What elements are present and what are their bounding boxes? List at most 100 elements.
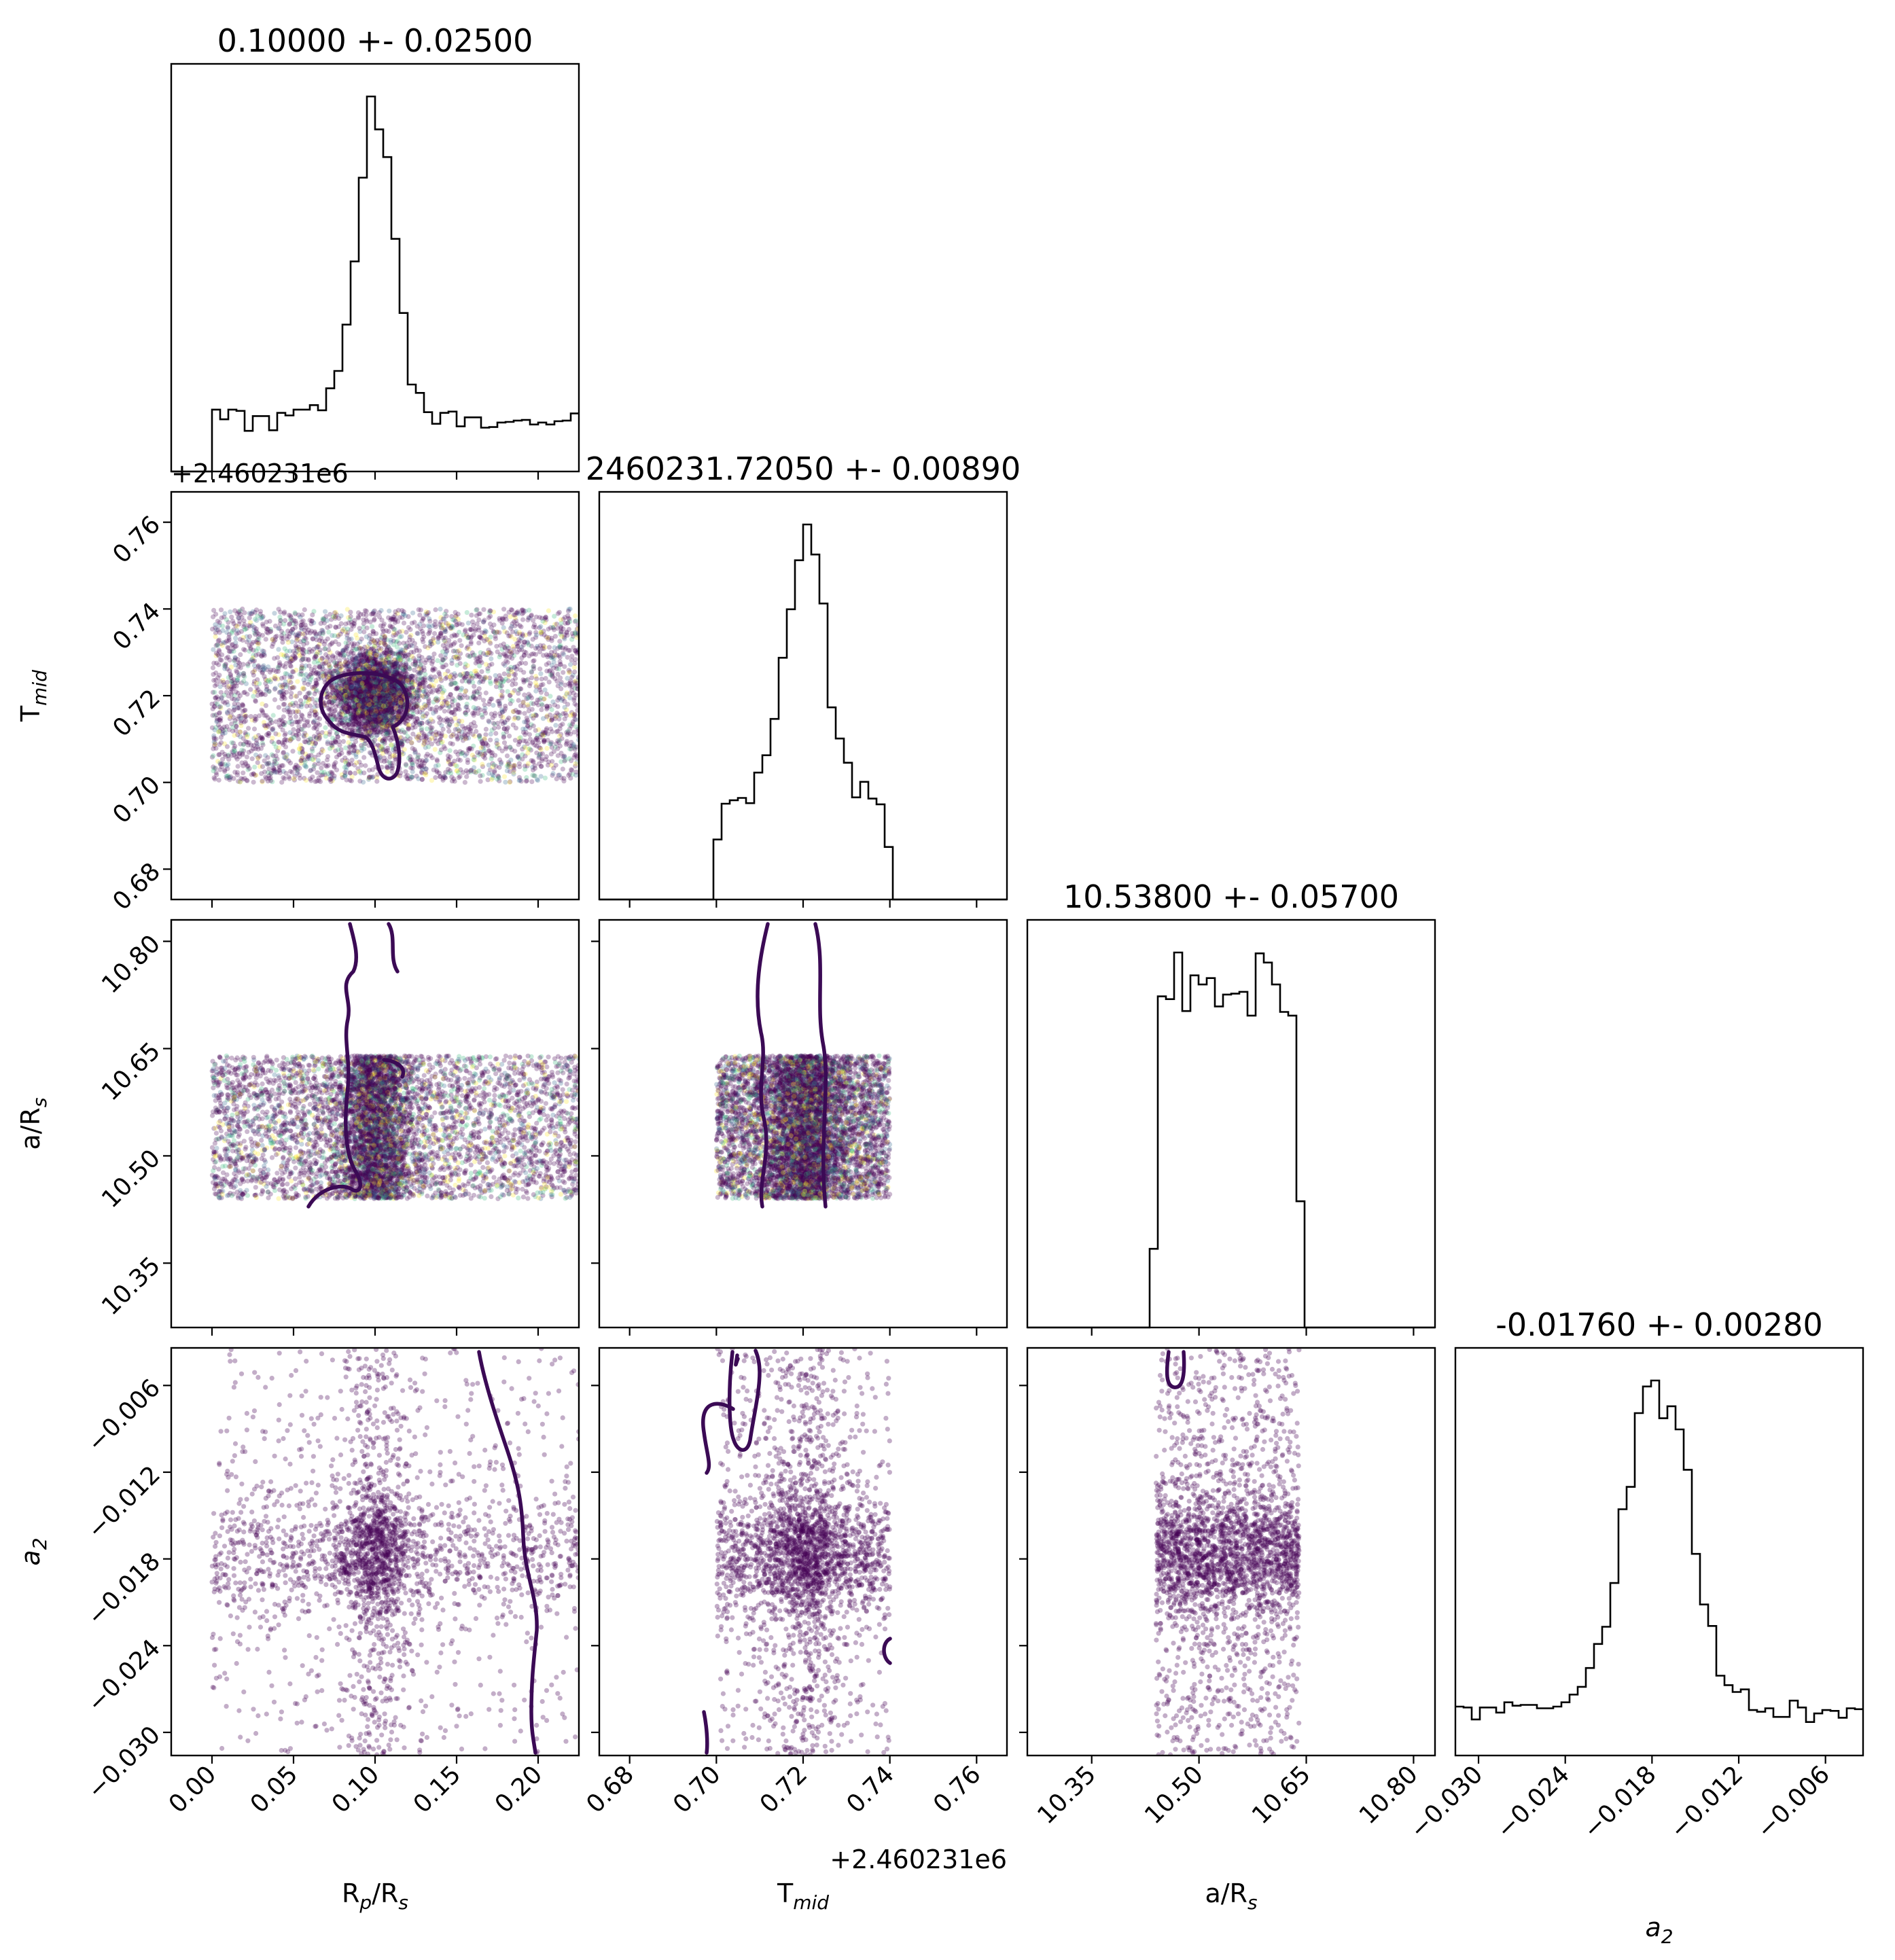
scatter-point (349, 778, 354, 784)
scatter-point (217, 742, 222, 747)
scatter-point (212, 704, 217, 710)
scatter-point (467, 729, 472, 735)
scatter-point (211, 753, 216, 758)
scatter-point (491, 721, 497, 726)
scatter-point (477, 635, 482, 640)
scatter-point (459, 719, 465, 724)
scatter-point (358, 692, 364, 698)
scatter-point (372, 612, 378, 618)
scatter-point (357, 694, 364, 699)
scatter-point (465, 770, 471, 775)
scatter-point (372, 685, 377, 690)
scatter-point (463, 710, 468, 715)
scatter-point (439, 723, 444, 728)
scatter-point (371, 678, 376, 683)
scatter-point (342, 686, 347, 692)
scatter-point (264, 667, 270, 673)
scatter-point (520, 752, 525, 758)
scatter-point (333, 655, 338, 660)
scatter-point (402, 654, 408, 659)
scatter-point (375, 675, 380, 681)
scatter-point (368, 707, 374, 713)
scatter-point (430, 731, 436, 737)
scatter-point (459, 643, 464, 648)
scatter-point (300, 701, 306, 707)
scatter-point (414, 759, 420, 764)
scatter-point (376, 743, 382, 749)
scatter-point (378, 681, 384, 686)
scatter-point (390, 747, 396, 752)
scatter-point (367, 692, 372, 697)
scatter-point (512, 665, 517, 671)
scatter-point (492, 770, 497, 775)
scatter-point (525, 724, 531, 729)
scatter-point (472, 769, 477, 774)
scatter-point (287, 712, 293, 717)
scatter-point (325, 741, 330, 747)
scatter-point (370, 686, 376, 692)
scatter-point (387, 608, 392, 613)
scatter-point (545, 654, 550, 660)
scatter-point (330, 654, 336, 660)
scatter-point (390, 662, 395, 668)
scatter-point (389, 624, 395, 630)
scatter-point (340, 696, 346, 702)
scatter-point (368, 700, 374, 706)
scatter-point (338, 652, 343, 658)
scatter-point (438, 607, 443, 612)
scatter-point (354, 707, 360, 712)
scatter-point (375, 681, 380, 686)
scatter-point (389, 716, 394, 721)
scatter-point (314, 637, 319, 643)
scatter-point (357, 664, 363, 669)
scatter-point (362, 690, 368, 696)
scatter-point (260, 736, 265, 742)
scatter-point (486, 615, 492, 620)
scatter-point (268, 667, 274, 673)
scatter-point (563, 620, 568, 626)
scatter-point (253, 607, 260, 613)
scatter-point (554, 776, 559, 781)
scatter-point (228, 679, 234, 684)
scatter-point (374, 685, 379, 692)
scatter-point (523, 738, 529, 744)
scatter-point (567, 669, 573, 675)
scatter-point (423, 753, 429, 759)
scatter-point (326, 699, 332, 705)
scatter-point (522, 711, 527, 716)
scatter-point (325, 754, 331, 760)
scatter-point (450, 732, 457, 737)
scatter-point (357, 721, 362, 726)
scatter-point (443, 676, 448, 681)
scatter-point (445, 718, 450, 724)
scatter-point (387, 690, 393, 695)
scatter-point (302, 776, 307, 781)
scatter-point (260, 613, 266, 620)
scatter-point (282, 609, 287, 615)
scatter-point (386, 679, 391, 685)
scatter-point (467, 746, 473, 751)
scatter-point (241, 635, 246, 640)
scatter-point (370, 658, 375, 663)
scatter-point (383, 688, 389, 694)
scatter-point (374, 779, 380, 784)
scatter-point (296, 650, 302, 656)
scatter-point (551, 627, 557, 632)
scatter-point (217, 724, 223, 730)
scatter-point (346, 740, 351, 745)
scatter-point (395, 700, 401, 706)
scatter-point (349, 691, 355, 696)
scatter-point (488, 737, 493, 743)
scatter-point (472, 758, 478, 763)
scatter-point (337, 692, 342, 697)
scatter-point (360, 674, 366, 679)
scatter-point (365, 706, 371, 711)
scatter-point (276, 739, 281, 745)
scatter-point (393, 667, 400, 673)
scatter-point (228, 673, 234, 678)
scatter-point (329, 711, 334, 717)
scatter-point (362, 676, 368, 681)
scatter-point (302, 734, 307, 739)
scatter-point (537, 753, 542, 759)
scatter-point (364, 696, 369, 701)
